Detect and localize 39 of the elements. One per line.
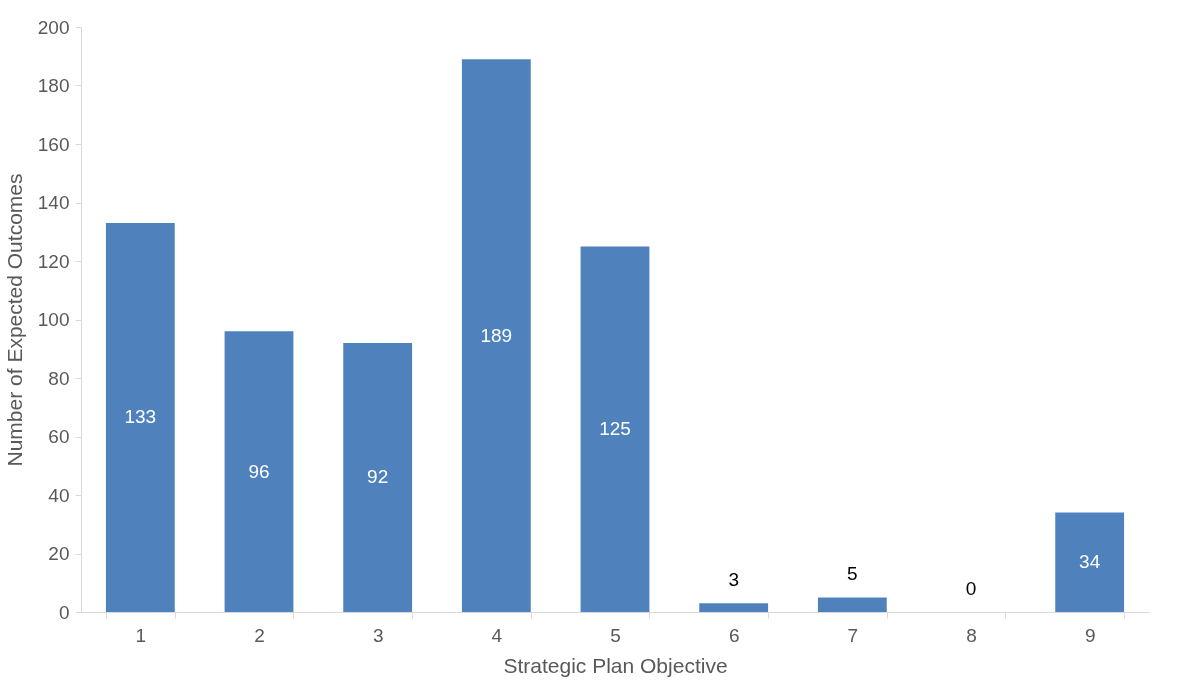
bar: [461, 59, 531, 612]
y-axis-title: Number of Expected Outcomes: [2, 173, 26, 467]
y-tick-label: 140: [37, 192, 70, 213]
y-tick-label: 20: [48, 543, 70, 564]
data-label: 189: [480, 324, 513, 346]
y-tick-label: 40: [48, 484, 70, 506]
x-tick-label: 5: [610, 624, 621, 646]
bar: [1055, 512, 1125, 612]
bar: [580, 246, 650, 612]
data-label: 0: [965, 577, 977, 599]
x-axis-title: Strategic Plan Objective: [503, 653, 728, 677]
y-tick-label: 160: [37, 133, 70, 155]
y-tick-label: 100: [37, 309, 70, 330]
bar: [105, 222, 175, 612]
y-tick-label: 180: [37, 75, 70, 96]
data-label: 92: [367, 466, 389, 488]
bar: [224, 331, 294, 612]
x-tick-label: 8: [966, 624, 977, 646]
y-tick-label: 200: [37, 16, 70, 38]
y-tick-label: 120: [37, 250, 70, 272]
data-label: 5: [847, 562, 858, 584]
bar: [817, 597, 887, 612]
y-tick-label: 60: [48, 426, 70, 447]
data-label: 133: [124, 406, 157, 428]
data-label: 34: [1079, 551, 1101, 573]
x-tick-label: 2: [254, 624, 265, 646]
x-tick-label: 1: [135, 624, 147, 646]
x-tick-label: 3: [372, 624, 384, 646]
y-tick-label: 80: [48, 367, 70, 389]
bar: [343, 342, 413, 612]
x-tick-label: 9: [1084, 624, 1096, 646]
x-tick-label: 6: [728, 624, 740, 646]
data-label: 96: [248, 460, 270, 482]
y-tick-label: 0: [58, 601, 70, 623]
x-tick-label: 7: [847, 624, 859, 646]
x-tick-label: 4: [491, 624, 503, 646]
data-label: 3: [728, 568, 739, 590]
data-label: 125: [599, 418, 631, 440]
bar: [699, 603, 769, 612]
